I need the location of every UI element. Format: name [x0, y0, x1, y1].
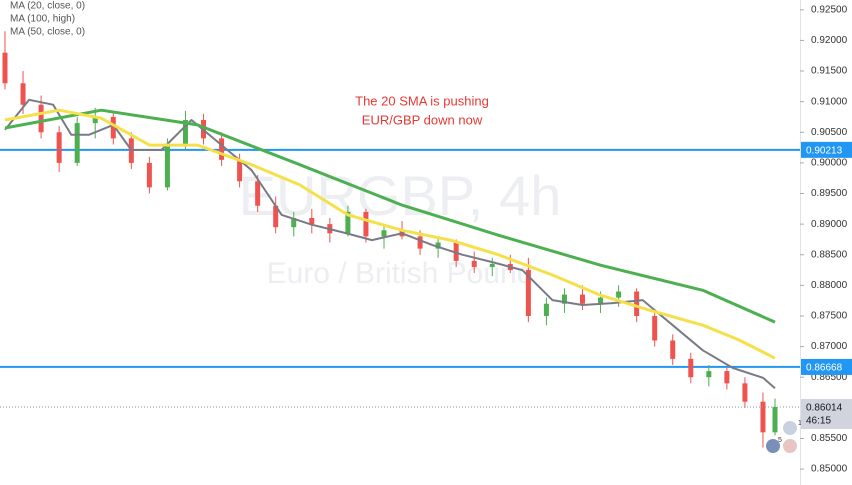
candle-body [471, 260, 477, 267]
candle-body [309, 218, 315, 225]
candle-body [417, 236, 423, 249]
countdown: 46:15 [806, 416, 831, 427]
candle-body [74, 123, 80, 163]
candle-body [453, 242, 459, 261]
candle-body [561, 294, 567, 304]
y-tick-label: 0.90000 [811, 158, 848, 169]
y-tick-label: 0.90500 [811, 127, 848, 138]
candle-body [237, 159, 243, 182]
candle-body [255, 181, 261, 206]
y-tick-label: 0.92000 [811, 35, 848, 46]
level-label-box [801, 141, 852, 158]
y-tick-label: 0.89500 [811, 188, 848, 199]
candle-body [38, 104, 44, 133]
y-tick-label: 0.87000 [811, 341, 848, 352]
watermark: EURGBP, 4h [239, 164, 562, 227]
candle-body [652, 315, 658, 341]
candle-body [146, 162, 152, 188]
y-tick-label: 0.89000 [811, 219, 848, 230]
candle-body [92, 116, 98, 124]
candle-body [219, 138, 225, 160]
level-label: 0.86668 [806, 363, 843, 374]
candle-body [634, 291, 640, 316]
level-label: 0.90213 [806, 145, 843, 156]
candle-body [724, 371, 730, 384]
level-label-box [801, 358, 852, 375]
candle-body [56, 132, 62, 163]
y-tick-label: 0.86500 [811, 372, 848, 383]
candle-body [2, 52, 8, 84]
y-tick-label: 0.88500 [811, 249, 848, 260]
candle-body [706, 371, 712, 378]
candle-body [164, 144, 170, 188]
y-tick-label: 0.87500 [811, 311, 848, 322]
candle-body [345, 211, 351, 234]
legend-entry: MA (20, close, 0) [10, 1, 85, 12]
candle-body [760, 401, 766, 433]
candle-body [435, 242, 441, 249]
icon[interactable] [766, 439, 780, 453]
y-tick-label: 0.91500 [811, 66, 848, 77]
candle-body [381, 230, 387, 237]
icon[interactable] [783, 421, 797, 435]
candle-body [543, 303, 549, 316]
candle-body [742, 383, 748, 402]
candle-body [291, 218, 297, 228]
price-label-box [801, 398, 852, 429]
candle-body [772, 406, 778, 433]
watermark-subtitle: Euro / British Pound [267, 257, 534, 290]
y-tick-label: 0.85000 [811, 464, 848, 475]
candle-body [110, 116, 116, 139]
y-tick-label: 0.92500 [811, 4, 848, 15]
candle-body [670, 340, 676, 359]
icon[interactable] [783, 439, 797, 453]
ma-line [4, 98, 776, 389]
y-tick-label: 0.88000 [811, 280, 848, 291]
candle-body [182, 120, 188, 145]
candle-body [363, 211, 369, 237]
candle-body [616, 291, 622, 298]
plot [0, 31, 800, 448]
candle-body [688, 358, 694, 378]
annotation: EUR/GBP down now [362, 112, 483, 127]
legend-entry: MA (50, close, 0) [10, 27, 85, 38]
candle-body [489, 263, 495, 267]
legend-entry: MA (100, high) [10, 14, 75, 25]
candle-body [20, 83, 26, 105]
icon-badge: 5 [778, 437, 782, 444]
candle-body [273, 205, 279, 228]
ma-line [4, 108, 776, 360]
y-tick-label: 0.85500 [811, 433, 848, 444]
y-tick-label: 0.91000 [811, 96, 848, 107]
candle-body [580, 294, 585, 304]
candle-body [525, 270, 531, 316]
ma-line [4, 108, 776, 324]
candle-body [598, 297, 604, 304]
price-label: 0.86014 [806, 403, 843, 414]
annotation: The 20 SMA is pushing [355, 93, 489, 108]
